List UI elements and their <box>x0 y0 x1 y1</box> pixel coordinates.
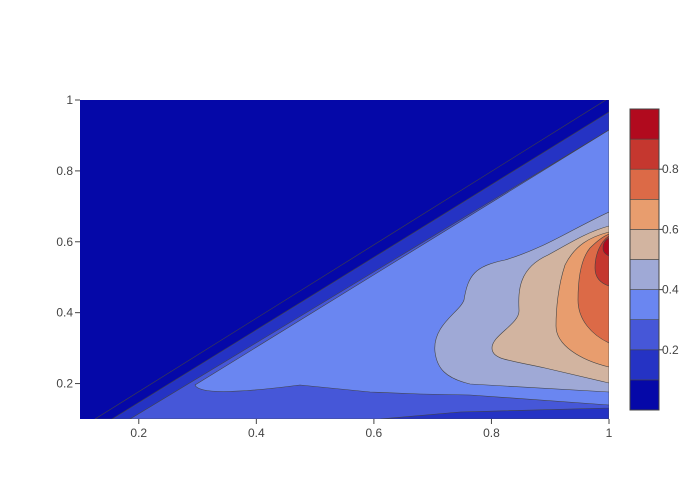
y-tick-label: 0.4 <box>56 306 73 320</box>
y-axis: 0.2 0.4 0.6 0.8 1 <box>56 93 80 391</box>
contour-band-10 <box>602 237 609 257</box>
y-tick-label: 1 <box>66 93 73 107</box>
colorbar-segment <box>629 349 660 381</box>
colorbar-tick-label: 0.2 <box>662 343 679 357</box>
colorbar-segment <box>629 108 660 140</box>
colorbar-segment <box>629 168 660 200</box>
colorbar-segment <box>629 379 660 411</box>
x-tick-label: 1 <box>606 426 613 440</box>
colorbar-segment <box>629 289 660 321</box>
plot-area <box>80 100 609 419</box>
colorbar: 0.2 0.4 0.6 0.8 <box>629 108 679 411</box>
x-tick-label: 0.2 <box>130 426 147 440</box>
colorbar-segment <box>629 259 660 290</box>
colorbar-tick-label: 0.6 <box>662 222 679 236</box>
colorbar-frame <box>629 108 660 411</box>
colorbar-segment <box>629 229 660 260</box>
x-tick-label: 0.4 <box>248 426 265 440</box>
x-tick-label: 0.8 <box>483 426 500 440</box>
colorbar-tick-label: 0.8 <box>662 162 679 176</box>
colorbar-tick-label: 0.4 <box>662 283 679 297</box>
y-tick-label: 0.8 <box>56 164 73 178</box>
y-tick-label: 0.6 <box>56 235 73 249</box>
colorbar-segment <box>629 319 660 351</box>
colorbar-segment <box>629 138 660 170</box>
x-axis: 0.2 0.4 0.6 0.8 1 <box>130 419 613 440</box>
y-tick-label: 0.2 <box>56 377 73 391</box>
x-tick-label: 0.6 <box>366 426 383 440</box>
colorbar-segment <box>629 199 660 230</box>
